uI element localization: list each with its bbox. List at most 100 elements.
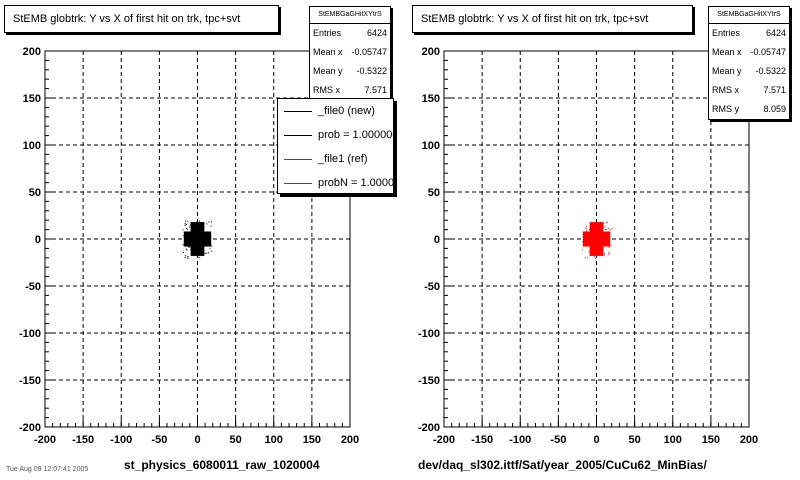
data-point bbox=[208, 221, 210, 223]
x-tick-label: 50 bbox=[230, 434, 242, 446]
y-tick-label: 100 bbox=[23, 140, 41, 152]
data-point bbox=[592, 241, 594, 243]
data-point bbox=[587, 237, 589, 239]
data-point bbox=[184, 244, 186, 246]
data-point bbox=[186, 228, 188, 230]
data-point bbox=[606, 241, 608, 243]
x-tick-label: -100 bbox=[110, 434, 132, 446]
right-stats-row: Entries 6424 bbox=[712, 28, 786, 38]
left-stats-row: Mean y -0.5322 bbox=[313, 66, 387, 76]
data-point bbox=[196, 225, 198, 227]
data-point bbox=[591, 223, 593, 225]
data-point bbox=[186, 249, 188, 251]
left-panel: -200 -150 -100 -50 0 50 100 150 200 -200 -150 -100 -… bbox=[4, 5, 394, 472]
data-point bbox=[211, 245, 213, 247]
right-title: StEMB globtrk: Y vs X of first hit on tr… bbox=[412, 5, 693, 33]
data-point bbox=[590, 252, 592, 254]
y-tick-label: 100 bbox=[422, 140, 440, 152]
data-point bbox=[199, 239, 201, 241]
data-point bbox=[195, 237, 197, 239]
right-stats-row: RMS x 7.571 bbox=[712, 85, 786, 95]
data-point bbox=[609, 240, 611, 242]
y-tick-label: -100 bbox=[418, 328, 440, 340]
data-point bbox=[209, 242, 211, 244]
data-point bbox=[586, 234, 588, 236]
data-point bbox=[595, 240, 597, 242]
legend-entry-ref: _file1 (ref) bbox=[278, 147, 393, 171]
data-point bbox=[594, 234, 596, 236]
data-point bbox=[197, 248, 199, 250]
data-point bbox=[183, 235, 185, 237]
data-point bbox=[206, 252, 208, 254]
footer-timestamp: Tue Aug 09 12:07:41 2005 bbox=[6, 466, 89, 473]
data-point bbox=[209, 247, 211, 249]
data-point bbox=[184, 220, 186, 222]
data-point bbox=[198, 220, 200, 222]
left-title: StEMB globtrk: Y vs X of first hit on tr… bbox=[4, 5, 279, 33]
data-point bbox=[592, 248, 594, 250]
data-cluster bbox=[581, 221, 613, 259]
data-point bbox=[209, 232, 211, 234]
data-point bbox=[608, 252, 610, 254]
data-point bbox=[203, 233, 205, 235]
data-point bbox=[190, 239, 192, 241]
x-tick-label: 100 bbox=[265, 434, 283, 446]
left-legend: _file0 (new) prob = 1.000000 _file1 (ref… bbox=[277, 98, 394, 194]
y-tick-label: 200 bbox=[422, 46, 440, 58]
x-tick-label: 200 bbox=[740, 434, 758, 446]
data-point bbox=[598, 252, 600, 254]
left-stats-name: StEMBGaGHitXYtrS bbox=[310, 7, 390, 24]
left-stats-row: Mean x -0.05747 bbox=[313, 47, 387, 57]
y-tick-label: -150 bbox=[418, 375, 440, 387]
data-point bbox=[607, 227, 609, 229]
data-point bbox=[194, 253, 196, 255]
data-point bbox=[210, 225, 212, 227]
x-tick-label: 200 bbox=[341, 434, 359, 446]
data-point bbox=[596, 236, 598, 238]
data-point bbox=[207, 252, 209, 254]
x-tick-label: 0 bbox=[593, 434, 599, 446]
data-point bbox=[608, 253, 610, 255]
data-point bbox=[605, 222, 607, 224]
data-point bbox=[587, 234, 589, 236]
data-point bbox=[184, 257, 186, 259]
y-tick-label: -100 bbox=[19, 328, 41, 340]
data-point bbox=[182, 229, 184, 231]
data-point bbox=[586, 225, 588, 227]
x-tick-label: -200 bbox=[433, 434, 455, 446]
right-stats-row: Mean y -0.5322 bbox=[712, 66, 786, 76]
right-stats-name: StEMBGaGHitXYtrS bbox=[709, 7, 789, 24]
data-point bbox=[199, 256, 201, 258]
data-point bbox=[198, 226, 200, 228]
data-point bbox=[586, 230, 588, 232]
data-point bbox=[611, 227, 613, 229]
data-point bbox=[608, 246, 610, 248]
data-point bbox=[195, 243, 197, 245]
data-point bbox=[187, 220, 189, 222]
data-point bbox=[594, 230, 596, 232]
data-point bbox=[595, 236, 597, 238]
data-point bbox=[609, 229, 611, 231]
data-point bbox=[605, 237, 607, 239]
data-point bbox=[603, 240, 605, 242]
data-point bbox=[603, 223, 605, 225]
data-point bbox=[606, 239, 608, 241]
data-point bbox=[196, 248, 198, 250]
data-point bbox=[595, 257, 597, 259]
data-point bbox=[587, 244, 589, 246]
data-point bbox=[201, 254, 203, 256]
data-point bbox=[606, 244, 608, 246]
data-point bbox=[202, 225, 204, 227]
data-point bbox=[590, 241, 592, 243]
data-point bbox=[601, 241, 603, 243]
data-point bbox=[584, 257, 586, 259]
data-point bbox=[605, 228, 607, 230]
data-point bbox=[594, 228, 596, 230]
data-point bbox=[200, 240, 202, 242]
y-tick-label: -150 bbox=[19, 375, 41, 387]
data-point bbox=[588, 250, 590, 252]
data-point bbox=[203, 230, 205, 232]
data-point bbox=[599, 248, 601, 250]
data-point bbox=[586, 257, 588, 259]
data-point bbox=[599, 245, 601, 247]
